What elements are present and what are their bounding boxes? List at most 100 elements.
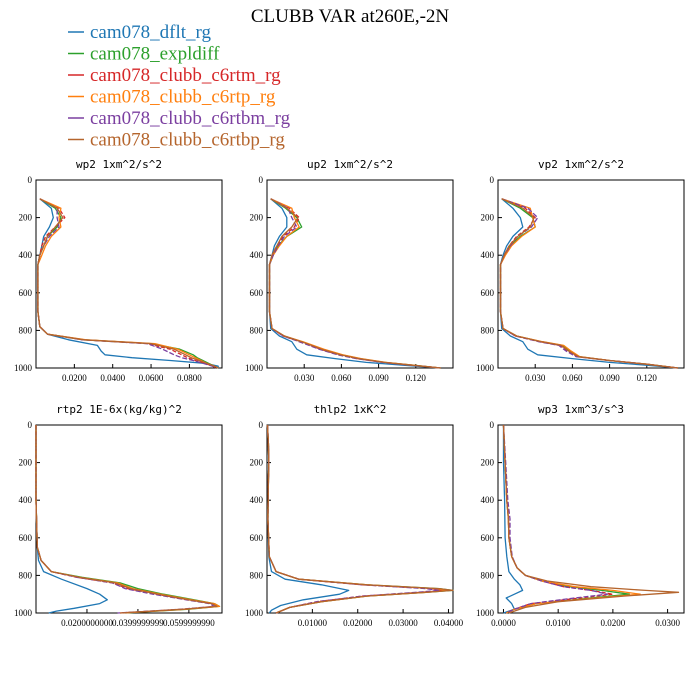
x-tick-label: 0.0100 <box>546 618 571 628</box>
legend-entry: cam078_clubb_c6rtbp_rg <box>68 130 285 151</box>
panel-4: rtp2 1E-6x(kg/kg)^2 0 200 400 600 800 1000 0.02… <box>14 403 223 628</box>
series-line-cam078_clubb_c6rtbm_rg <box>268 198 441 369</box>
y-tick-label: 400 <box>250 250 264 260</box>
x-tick-label: 0.03000 <box>388 618 418 628</box>
legend-label: cam078_dflt_rg <box>90 22 212 43</box>
y-tick-label: 600 <box>250 288 264 298</box>
y-tick-label: 1000 <box>245 608 264 618</box>
y-tick-label: 800 <box>250 325 264 335</box>
panel-5: thlp2 1xK^2 0 200 400 600 800 1000 0.01000 0.020… <box>245 403 464 628</box>
legend-entry: cam078_clubb_c6rtbm_rg <box>68 108 291 129</box>
y-tick-label: 200 <box>19 213 33 223</box>
panel-2: up2 1xm^2/s^2 0 200 400 600 800 1000 0.030 0.060… <box>245 158 454 383</box>
x-tick-label: 0.0800 <box>177 373 202 383</box>
x-tick-label: 0.0599999990 <box>163 618 215 628</box>
y-tick-label: 1000 <box>476 608 495 618</box>
series-line-cam078_clubb_c6rtp_rg <box>499 198 678 369</box>
legend-label: cam078_expldiff <box>90 44 220 65</box>
x-tick-label: 0.030 <box>294 373 315 383</box>
y-tick-label: 600 <box>19 288 33 298</box>
y-tick-label: 200 <box>250 458 264 468</box>
plot-frame <box>266 424 454 614</box>
x-tick-label: 0.090 <box>368 373 389 383</box>
series-line-cam078_dflt_rg <box>266 424 350 614</box>
panel-title: rtp2 1E-6x(kg/kg)^2 <box>56 403 182 416</box>
y-tick-label: 600 <box>19 533 33 543</box>
series-line-cam078_dflt_rg <box>35 425 108 614</box>
x-tick-label: 0.0200 <box>62 373 87 383</box>
plot-frame <box>497 424 685 614</box>
series-line-cam078_clubb_c6rtbp_rg <box>268 198 441 369</box>
y-tick-label: 0 <box>28 420 33 430</box>
series-line-cam078_expldiff <box>35 425 221 614</box>
legend-entry: cam078_clubb_c6rtp_rg <box>68 87 276 108</box>
series-line-cam078_dflt_rg <box>502 425 524 614</box>
series-line-cam078_clubb_c6rtbp_rg <box>35 425 218 614</box>
panel-3: vp2 1xm^2/s^2 0 200 400 600 800 1000 0.030 0.060… <box>476 158 685 383</box>
series-line-cam078_clubb_c6rtbp_rg <box>499 198 678 369</box>
x-tick-label: 0.0399999999 <box>112 618 164 628</box>
y-tick-label: 600 <box>481 288 495 298</box>
x-tick-label: 0.120 <box>406 373 427 383</box>
y-tick-label: 400 <box>481 250 495 260</box>
y-tick-label: 0 <box>259 175 264 185</box>
x-tick-label: 0.090 <box>599 373 620 383</box>
series-line-cam078_clubb_c6rtbm_rg <box>502 424 609 614</box>
x-tick-label: 0.0200 <box>601 618 626 628</box>
legend-label: cam078_clubb_c6rtp_rg <box>90 87 276 108</box>
panel-title: wp3 1xm^3/s^3 <box>538 403 624 416</box>
x-tick-label: 0.060 <box>331 373 352 383</box>
y-tick-label: 800 <box>19 570 33 580</box>
series-line-cam078_clubb_c6rtbp_rg <box>37 198 219 369</box>
plot-frame <box>266 179 454 369</box>
series-line-cam078_clubb_c6rtm_rg <box>499 198 678 369</box>
x-tick-label: 0.0000 <box>491 618 516 628</box>
x-tick-label: 0.120 <box>637 373 658 383</box>
plot-frame <box>35 179 223 369</box>
series-line-cam078_clubb_c6rtbp_rg <box>502 424 680 614</box>
x-tick-label: 0.0300 <box>655 618 680 628</box>
series-line-cam078_clubb_c6rtbp_rg <box>266 424 454 614</box>
y-tick-label: 400 <box>19 495 33 505</box>
y-tick-label: 200 <box>19 458 33 468</box>
figure-title: CLUBB VAR at260E,-2N <box>251 6 450 27</box>
y-tick-label: 600 <box>250 533 264 543</box>
x-tick-label: 0.030 <box>525 373 546 383</box>
y-tick-label: 800 <box>19 325 33 335</box>
series-line-cam078_dflt_rg <box>499 198 678 369</box>
y-tick-label: 200 <box>481 213 495 223</box>
x-tick-label: 0.01000 <box>298 618 328 628</box>
x-tick-label: 0.0600 <box>139 373 164 383</box>
x-tick-label: 0.04000 <box>434 618 464 628</box>
y-tick-label: 0 <box>490 420 495 430</box>
legend-entry: cam078_clubb_c6rtm_rg <box>68 65 281 86</box>
series-line-cam078_clubb_c6rtbm_rg <box>35 425 216 614</box>
legend-entry: cam078_dflt_rg <box>68 22 212 43</box>
panel-title: up2 1xm^2/s^2 <box>307 158 393 171</box>
panel-1: wp2 1xm^2/s^2 0 200 400 600 800 1000 0.0200 0.04… <box>14 158 223 383</box>
legend-label: cam078_clubb_c6rtm_rg <box>90 65 281 86</box>
legend-entry: cam078_expldiff <box>68 44 220 65</box>
series-line-cam078_clubb_c6rtm_rg <box>266 424 445 614</box>
y-tick-label: 0 <box>28 175 33 185</box>
x-tick-label: 0.0400 <box>100 373 125 383</box>
panels: wp2 1xm^2/s^2 0 200 400 600 800 1000 0.0200 0.04… <box>14 158 685 628</box>
y-tick-label: 0 <box>490 175 495 185</box>
y-tick-label: 0 <box>259 420 264 430</box>
legend: cam078_dflt_rgcam078_expldiffcam078_club… <box>68 22 291 151</box>
y-tick-label: 1000 <box>14 363 33 373</box>
plot-frame <box>35 424 223 614</box>
series-line-cam078_clubb_c6rtbm_rg <box>266 424 441 614</box>
panel-title: vp2 1xm^2/s^2 <box>538 158 624 171</box>
panel-title: wp2 1xm^2/s^2 <box>76 158 162 171</box>
y-tick-label: 400 <box>481 495 495 505</box>
y-tick-label: 1000 <box>476 363 495 373</box>
y-tick-label: 800 <box>481 570 495 580</box>
panel-title: thlp2 1xK^2 <box>314 403 387 416</box>
y-tick-label: 1000 <box>245 363 264 373</box>
x-tick-label: 0.0200000000 <box>61 618 113 628</box>
x-tick-label: 0.060 <box>562 373 583 383</box>
y-tick-label: 1000 <box>14 608 33 618</box>
y-tick-label: 200 <box>250 213 264 223</box>
